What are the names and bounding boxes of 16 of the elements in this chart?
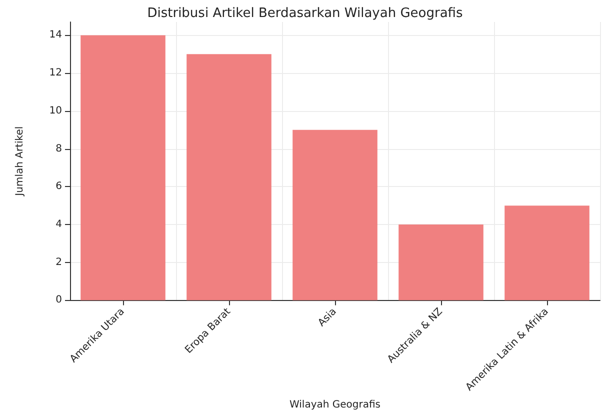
y-tick-label: 4 <box>56 218 62 230</box>
x-axis-title: Wilayah Geografis <box>289 400 381 410</box>
chart-title: Distribusi Artikel Berdasarkan Wilayah Geografis <box>147 6 463 21</box>
bar <box>398 224 484 300</box>
bar <box>292 130 378 300</box>
y-tick-label: 14 <box>49 30 62 41</box>
y-tick-label: 2 <box>56 256 62 268</box>
bar <box>186 54 272 300</box>
y-tick-label: 12 <box>49 68 62 79</box>
bar <box>504 206 590 300</box>
bar <box>80 35 166 300</box>
y-axis-title: Jumlah Artikel <box>14 126 26 197</box>
y-tick-label: 10 <box>49 105 62 116</box>
y-tick-label: 8 <box>56 143 62 154</box>
y-tick-label: 6 <box>56 181 62 192</box>
y-tick-label: 0 <box>56 294 62 306</box>
